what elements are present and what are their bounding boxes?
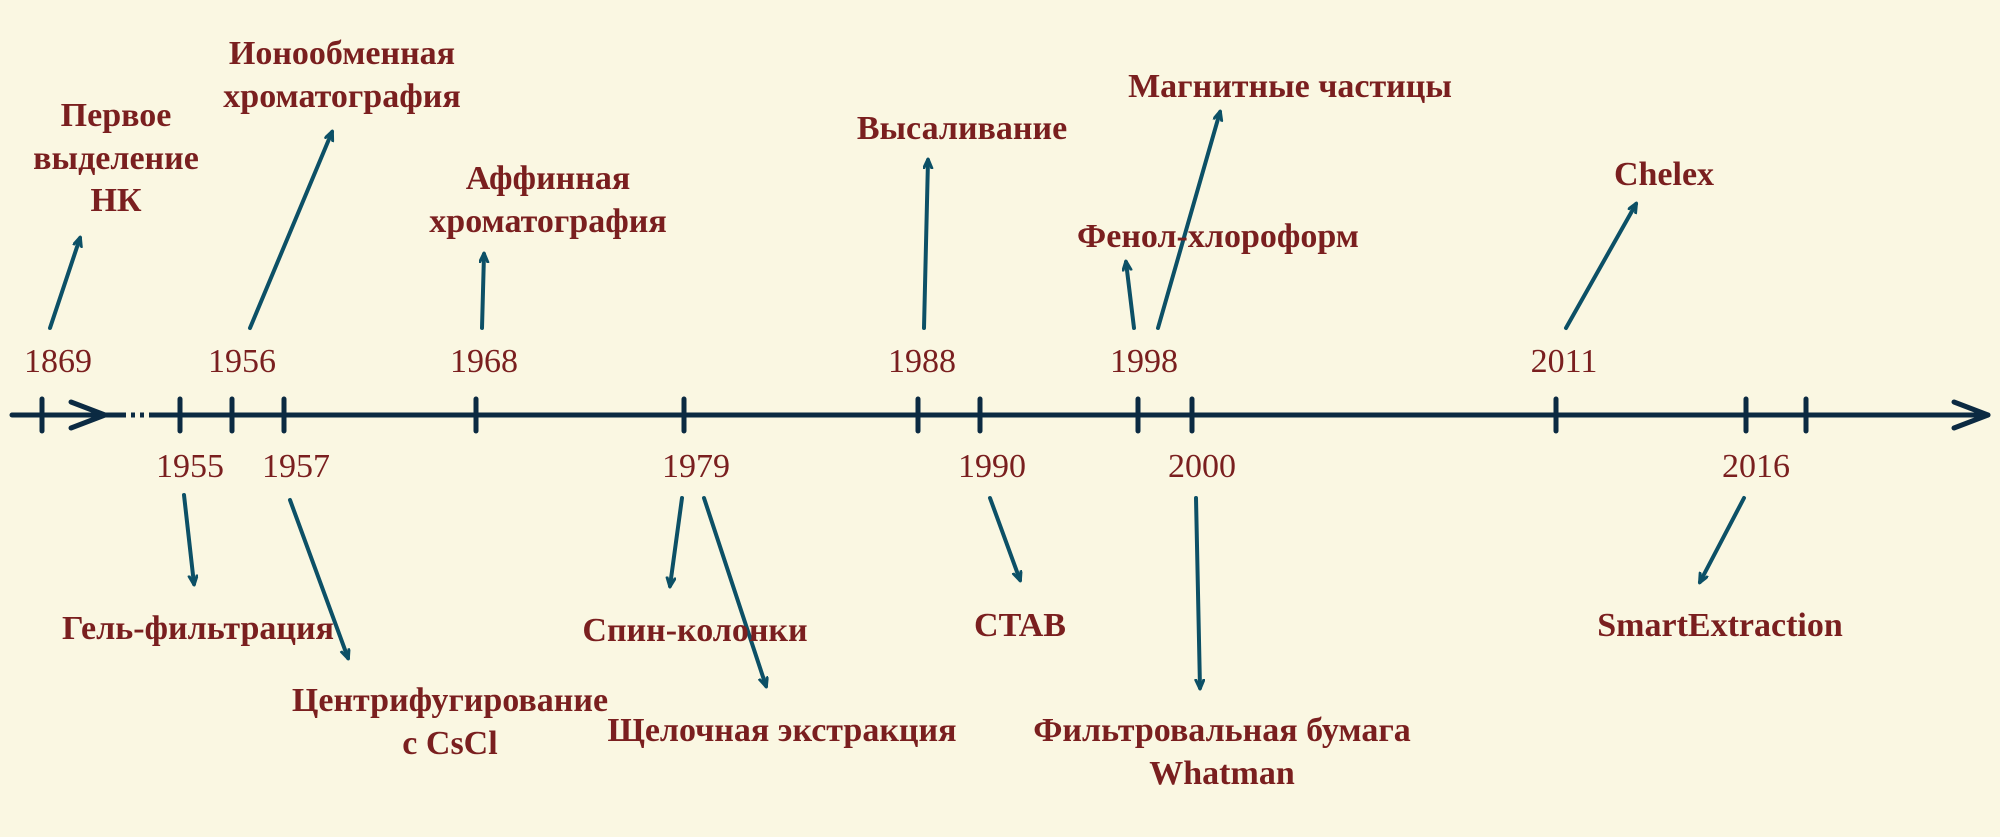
label-affinity-chrom: Аффинная хроматография xyxy=(429,158,666,243)
label-alkaline-extraction: Щелочная экстракция xyxy=(608,710,957,753)
label-ctab: CTAB xyxy=(974,605,1066,648)
timeline-diagram: 1869 Первое выделение НК 1955 Гель-фильтрац… xyxy=(0,0,2000,837)
year-affinity-chrom: 1968 xyxy=(450,343,518,381)
label-first-na-isolation: Первое выделение НК xyxy=(33,95,199,223)
year-phenol-chloroform: 1998 xyxy=(1110,343,1178,381)
label-whatman-paper: Фильтровальная бумага Whatman xyxy=(1033,710,1411,795)
leader-arrow-whatman-paper xyxy=(1196,498,1200,688)
leader-arrow-alkaline-extraction xyxy=(704,498,766,686)
year-smart-extraction: 2016 xyxy=(1722,448,1790,486)
label-chelex: Chelex xyxy=(1614,154,1714,197)
label-ion-exchange: Ионообменная хроматография xyxy=(223,33,460,118)
leader-arrow-ion-exchange xyxy=(250,132,332,328)
leader-arrow-first-na-isolation xyxy=(50,238,80,328)
leader-arrow-gel-filtration xyxy=(184,495,194,584)
year-gel-filtration: 1955 xyxy=(156,448,224,486)
leader-arrow-ctab xyxy=(990,498,1020,580)
leader-arrow-spin-columns xyxy=(670,498,682,586)
year-spin-columns: 1979 xyxy=(662,448,730,486)
label-phenol-chloroform: Фенол-хлороформ xyxy=(1077,216,1359,259)
leader-arrow-chelex xyxy=(1566,204,1636,328)
label-cscl-centrifugation: Центрифугирование с CsCl xyxy=(292,680,608,765)
leader-arrow-salting-out xyxy=(924,160,928,328)
year-salting-out: 1988 xyxy=(888,343,956,381)
leader-arrow-phenol-chloroform xyxy=(1126,262,1134,328)
label-smart-extraction: SmartExtraction xyxy=(1597,605,1843,648)
leader-arrow-smart-extraction xyxy=(1700,498,1744,582)
label-salting-out: Высаливание xyxy=(857,108,1067,151)
label-magnetic-particles: Магнитные частицы xyxy=(1128,66,1452,109)
year-cscl-centrifugation: 1957 xyxy=(262,448,330,486)
year-whatman-paper: 2000 xyxy=(1168,448,1236,486)
year-first-na-isolation: 1869 xyxy=(24,343,92,381)
label-spin-columns: Спин-колонки xyxy=(582,610,807,653)
year-chelex: 2011 xyxy=(1531,343,1598,381)
label-gel-filtration: Гель-фильтрация xyxy=(62,608,334,651)
year-ctab: 1990 xyxy=(958,448,1026,486)
leader-arrow-affinity-chrom xyxy=(482,254,484,328)
year-ion-exchange: 1956 xyxy=(208,343,276,381)
